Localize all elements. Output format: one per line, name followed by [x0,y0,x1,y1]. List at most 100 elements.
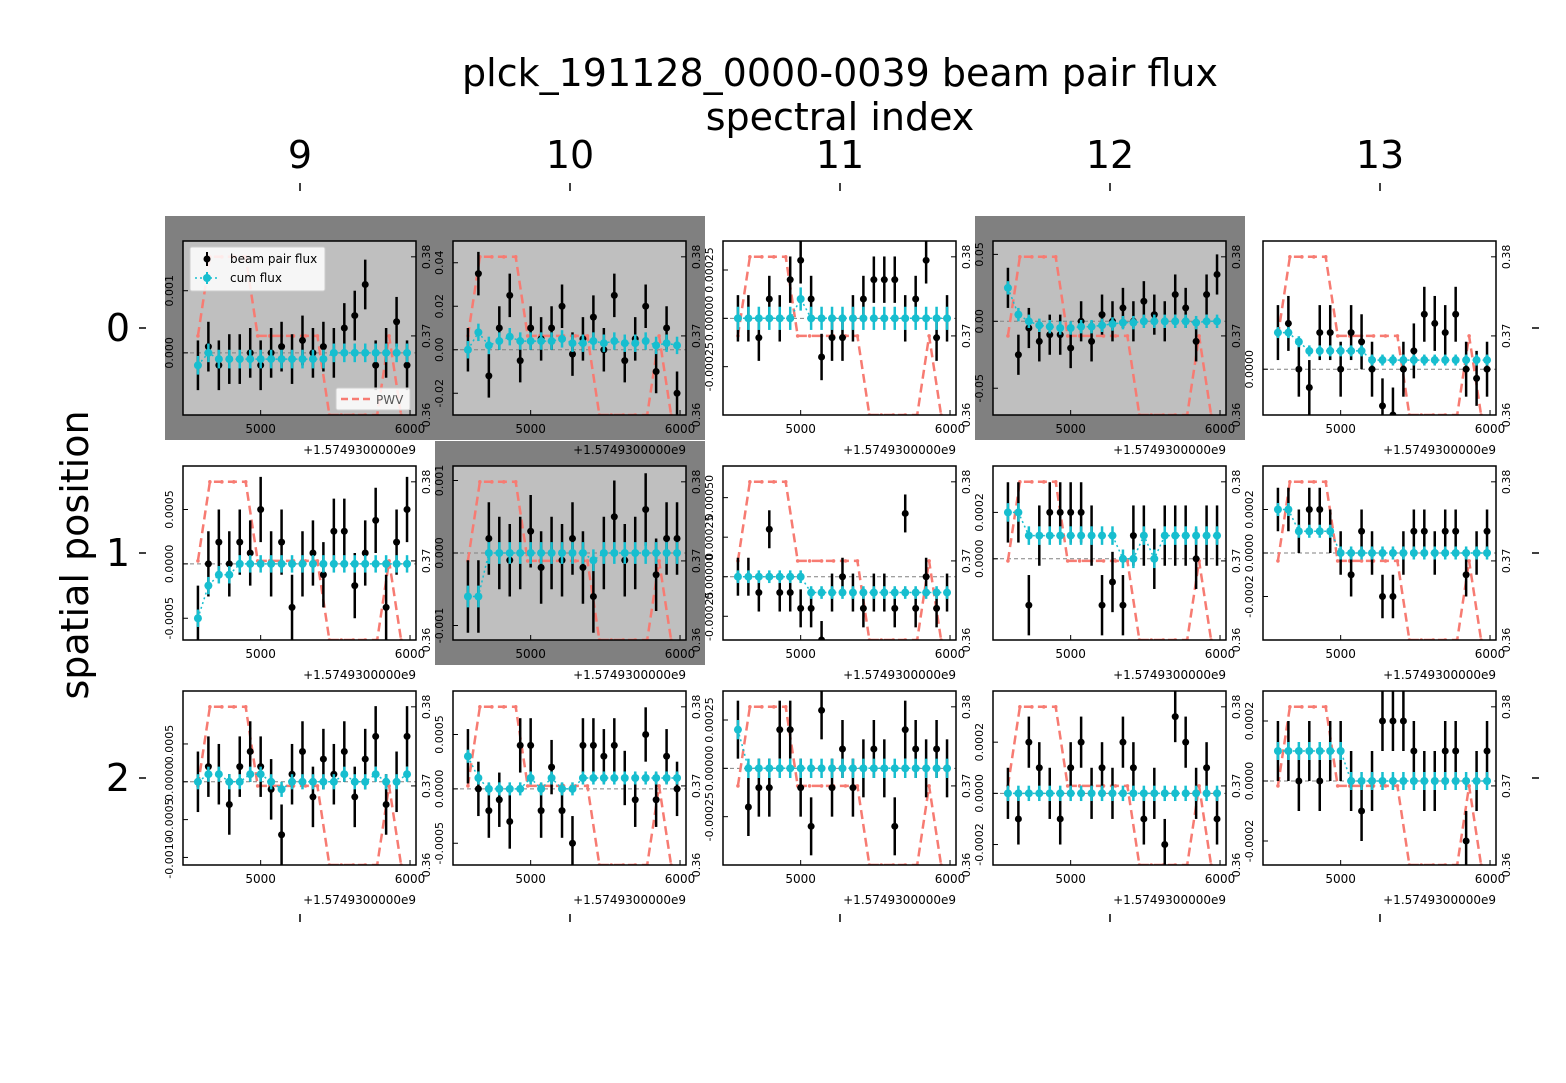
cum-point [361,777,370,786]
legend-beam-label: beam pair flux [230,252,317,266]
y-tick-label: 0.0000 [1243,534,1256,573]
cum-point [1388,356,1397,365]
pwv-point [807,559,812,563]
cum-point [516,337,525,346]
cum-point [578,339,587,348]
cum-point [1118,554,1127,563]
cum-point [403,348,412,357]
cum-point [256,559,265,568]
cum-point [256,770,265,779]
pwv-line [1276,480,1483,640]
cum-point [589,556,598,565]
cum-point [1171,789,1180,798]
cum-point [1326,346,1335,355]
pwv-point [783,255,788,259]
cum-point [361,559,370,568]
pwv-point [231,480,236,484]
beam-point [351,793,359,801]
cum-point [1451,356,1460,365]
beam-point [527,741,535,749]
cum-point [193,361,202,370]
panel-0-10: 5000 6000 +1.5749300000e9 -0.02 0.00 0.02 0.04… [433,240,703,457]
pwv-point [478,480,482,484]
cum-point [890,588,899,597]
cum-point [1066,789,1075,798]
cum-point [1213,789,1222,798]
x-tick-label: 6000 [1205,872,1236,886]
cum-point [1077,531,1086,540]
panel-plot-area [453,705,686,865]
pwv-point [220,480,224,484]
pwv-tick-label: 0.36 [420,628,433,653]
pwv-point [525,334,530,338]
cum-point [817,764,826,773]
cum-point [911,314,920,323]
panel-frame [182,465,417,641]
pwv-point [657,334,661,338]
panel-frame [182,690,417,866]
beam-point [1441,527,1449,535]
beam-point [891,276,899,284]
beam-point [506,818,514,825]
cum-point [1087,531,1096,540]
x-tick-label: 6000 [935,647,966,661]
cum-point [838,588,847,597]
cum-point [516,784,525,793]
pwv-point [490,480,494,484]
y-tick-label: 0.0000 [163,763,176,802]
pwv-point [1276,559,1280,563]
row-label-2: 2 [106,756,130,800]
pwv-point [1300,705,1304,709]
pwv-point [1300,480,1304,484]
beam-point [236,538,244,546]
panel-frame [992,240,1227,416]
cum-point [828,588,837,597]
cum-point [775,764,784,773]
beam-point [257,506,265,513]
cum-point [308,559,317,568]
cum-point [828,314,837,323]
pwv-point [1077,559,1082,563]
column-label-12: 12 [1086,133,1134,177]
pwv-point [585,559,590,563]
y-tick-label: -0.0002 [1243,575,1256,617]
x-tick-label: 5000 [1055,647,1086,661]
beam-point [859,604,867,612]
pwv-point [1288,705,1292,709]
cum-point [943,764,952,773]
cum-point [796,572,805,581]
beam-point [933,604,941,612]
panel-plot-area [1263,255,1496,415]
beam-point [673,535,681,542]
cum-point [890,314,899,323]
beam-point [1316,777,1324,785]
beam-point [1389,717,1397,725]
pwv-point [1041,705,1046,709]
beam-point [403,506,411,513]
x-tick-label: 6000 [395,647,426,661]
beam-point [765,525,773,533]
cum-point [1451,777,1460,785]
beam-point [236,763,244,771]
beam-point [1014,351,1022,359]
pwv-point [657,784,661,788]
cum-point [1357,549,1366,557]
beam-point [1326,329,1334,337]
panel-plot-area [723,691,956,865]
panel-frame [992,465,1227,641]
pwv-tick-label: 0.36 [690,853,703,878]
cum-point [869,764,878,773]
cum-point [350,348,359,357]
cum-point [1118,789,1127,798]
pwv-point [196,334,200,338]
cum-point [1462,356,1471,365]
cum-point [1003,508,1012,517]
beam-point [1056,815,1064,823]
cum-point [1129,789,1138,798]
y-tick-label: 0.0002 [1243,490,1256,529]
cum-point [620,774,629,782]
pwv-point [795,559,800,563]
pwv-point [1276,784,1280,788]
cum-point [308,355,317,364]
pwv-point [927,784,931,788]
